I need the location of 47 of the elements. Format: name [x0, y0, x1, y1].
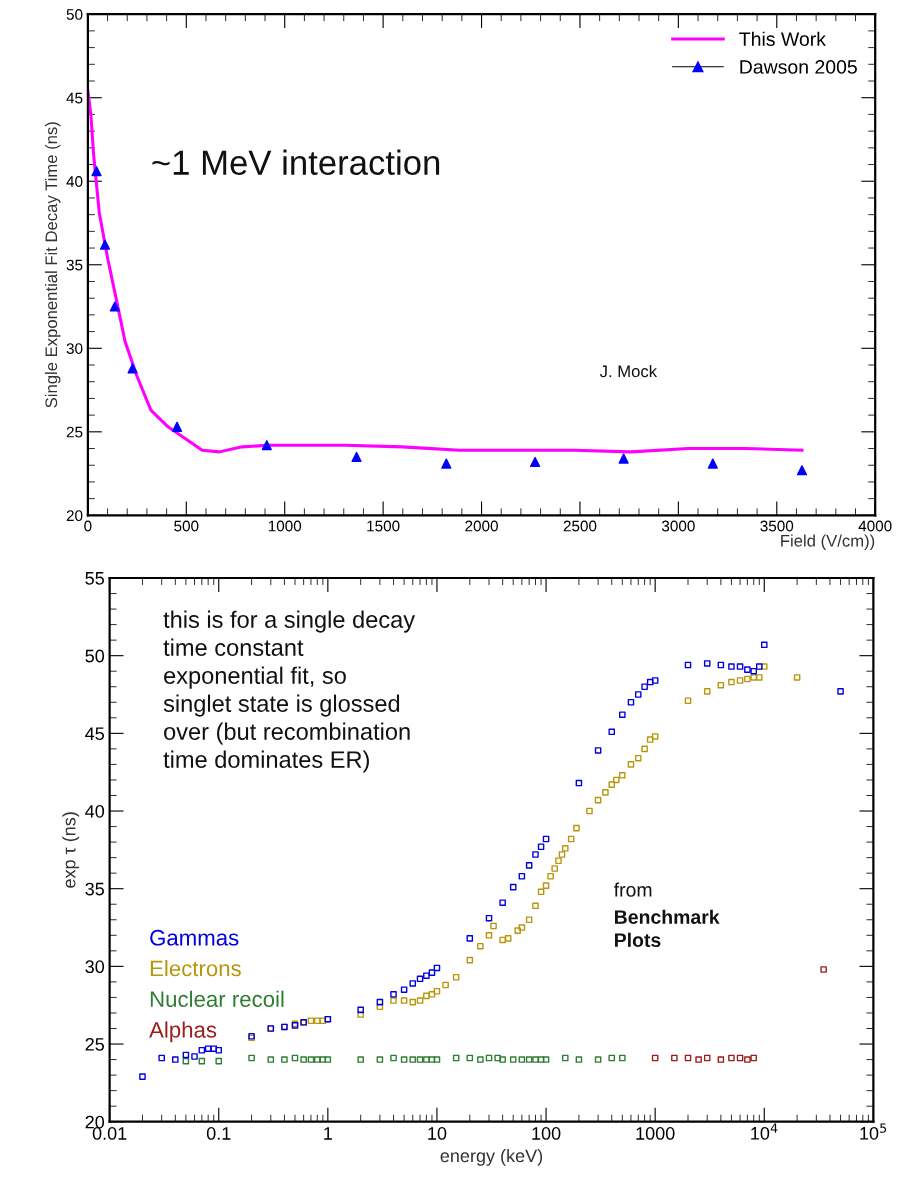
text: Nuclear recoil [150, 990, 284, 1008]
text: Gammas [150, 929, 239, 946]
legend-label: This Work [739, 31, 826, 46]
x-tick-label: 10 [428, 1127, 447, 1140]
y-tick-label: 40 [85, 804, 105, 818]
y-tick-label: 40 [66, 176, 83, 187]
x-axis-title: Field (V/cm)) [781, 534, 875, 550]
y-tick-label: 30 [66, 343, 83, 354]
x-tick-label: 3000 [661, 520, 695, 532]
y-axis-title: exp τ (ns) [62, 812, 80, 888]
x-axis-title: energy (keV) [440, 1148, 543, 1166]
y-tick-label: 45 [66, 92, 83, 104]
x-tick-label: 1 [324, 1127, 332, 1140]
legend-label: Dawson 2005 [740, 60, 857, 74]
x-tick-label: 4000 [858, 520, 892, 532]
y-tick-label: 55 [85, 572, 105, 585]
text: Alphas [149, 1021, 217, 1043]
x-tick-label: 500 [174, 520, 199, 532]
x-tick-label: 1000 [636, 1127, 675, 1140]
x-tick-label: 0.1 [206, 1127, 231, 1140]
x-tick-label: 1500 [367, 520, 400, 532]
y-axis-title: Single Exponential Fit Decay Time (ns) [44, 122, 61, 408]
annotation: ~1 MeV interaction [152, 149, 440, 175]
x-tick-label: 10$^{5}$ [860, 1123, 887, 1140]
y-tick-label: 25 [66, 426, 83, 438]
y-tick-label: 20 [85, 1115, 105, 1129]
x-tick-label: 10$^{4}$ [751, 1123, 778, 1140]
y-tick-label: 20 [66, 510, 83, 522]
y-tick-label: 35 [66, 259, 83, 271]
y-tick-label: 25 [85, 1037, 105, 1051]
y-tick-label: 30 [85, 960, 105, 974]
annotation: Benchmark Plots [615, 909, 720, 948]
x-tick-label: 1000 [268, 520, 302, 532]
text: Electrons [150, 960, 241, 977]
y-tick-label: 45 [85, 727, 105, 741]
x-tick-label: 0.01 [92, 1127, 127, 1140]
x-tick-label: 100 [532, 1127, 561, 1140]
y-tick-label: 35 [85, 882, 105, 896]
y-tick-label: 50 [66, 9, 83, 20]
x-tick-label: 3500 [760, 520, 794, 532]
x-tick-label: 0 [84, 520, 92, 532]
annotation: from [613, 882, 652, 897]
annotation: this is for a single decay time constant exponential fit, so singlet state is glossed over (but recombination time dominates ER) [163, 610, 416, 773]
x-tick-label: 2500 [563, 520, 597, 532]
y-tick-label: 50 [85, 649, 105, 663]
annotation: J. Mock [599, 365, 658, 378]
x-tick-label: 2000 [465, 520, 498, 532]
